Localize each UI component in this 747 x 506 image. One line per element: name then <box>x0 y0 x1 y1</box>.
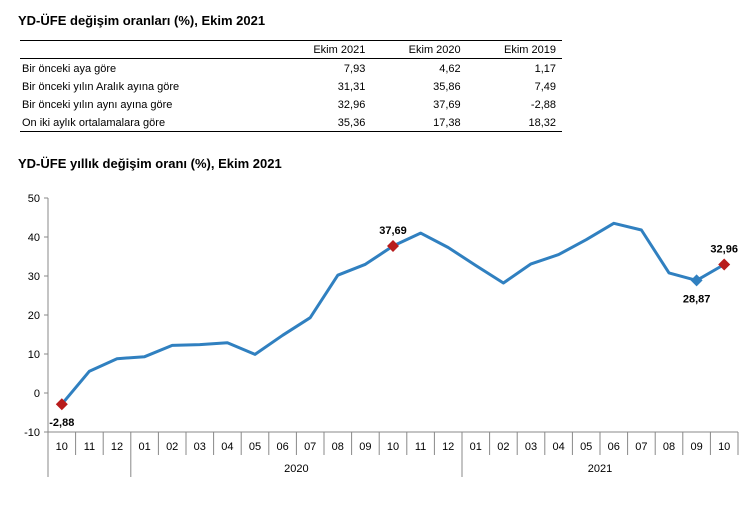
year-label: 2020 <box>284 463 308 475</box>
y-tick-label: 0 <box>34 388 40 400</box>
table-cell: 7,93 <box>343 62 366 75</box>
x-tick-label: 04 <box>552 441 564 453</box>
row-label: Bir önceki aya göre <box>22 62 117 75</box>
data-label: 32,96 <box>710 243 738 255</box>
x-tick-label: 04 <box>221 441 233 453</box>
table-cell: 18,32 <box>466 113 562 132</box>
x-tick-label: 10 <box>387 441 399 453</box>
x-tick-label: 09 <box>690 441 702 453</box>
header-cell <box>20 40 276 59</box>
y-tick-label: 50 <box>28 193 40 205</box>
x-tick-label: 10 <box>56 441 68 453</box>
x-tick-label: 12 <box>442 441 454 453</box>
x-tick-label: 06 <box>276 441 288 453</box>
y-tick-label: 20 <box>28 310 40 322</box>
table-cell: 31,31 <box>337 80 366 93</box>
header-cell: Ekim 2019 <box>466 40 562 59</box>
x-tick-label: 11 <box>415 441 426 453</box>
x-tick-label: 01 <box>138 441 150 453</box>
x-tick-label: 07 <box>304 441 316 453</box>
table-cell: 32,96 <box>337 98 366 111</box>
table-cell: 4,62 <box>439 62 461 75</box>
table-row: On iki aylık ortalamalara göre 35,36 17,… <box>20 113 562 132</box>
table-cell: 1,17 <box>534 62 556 75</box>
table-cell: -2,88 <box>530 98 556 111</box>
header-cell: Ekim 2021 <box>276 40 372 59</box>
data-label: -2,88 <box>49 417 74 429</box>
y-tick-label: -10 <box>24 427 40 439</box>
row-label: Bir önceki yılın Aralık ayına göre <box>22 80 180 93</box>
year-label: 2021 <box>588 463 612 475</box>
table-row: Bir önceki yılın Aralık ayına göre 31,31… <box>20 77 562 95</box>
y-tick-label: 10 <box>28 349 40 361</box>
x-tick-label: 01 <box>470 441 482 453</box>
x-tick-label: 08 <box>663 441 675 453</box>
x-tick-label: 03 <box>525 441 537 453</box>
x-tick-label: 03 <box>194 441 206 453</box>
table-row: Bir önceki aya göre 7,93 4,62 1,17 <box>20 59 562 78</box>
data-label: 37,69 <box>379 225 407 237</box>
data-label: 28,87 <box>683 293 711 305</box>
y-tick-label: 40 <box>28 232 40 244</box>
table-title: YD-ÜFE değişim oranları (%), Ekim 2021 <box>18 13 266 28</box>
table-row: Bir önceki yılın aynı ayına göre 32,96 3… <box>20 95 562 113</box>
table-cell: 17,38 <box>371 113 467 132</box>
row-label: On iki aylık ortalamalara göre <box>20 113 276 132</box>
x-tick-label: 08 <box>332 441 344 453</box>
x-tick-label: 12 <box>111 441 123 453</box>
table-header-row: Ekim 2021 Ekim 2020 Ekim 2019 <box>20 40 562 59</box>
table-cell: 35,36 <box>276 113 372 132</box>
table-cell: 35,86 <box>433 80 461 93</box>
chart-title: YD-ÜFE yıllık değişim oranı (%), Ekim 20… <box>18 156 282 171</box>
chart-markers: -2,88 37,69 28,87 32,96 <box>49 225 738 429</box>
table-cell: 37,69 <box>433 98 461 111</box>
x-tick-label: 02 <box>497 441 509 453</box>
data-point-marker <box>55 398 68 411</box>
x-tick-label: 02 <box>166 441 178 453</box>
x-tick-label: 11 <box>84 441 95 453</box>
data-point-marker <box>387 240 399 253</box>
stats-table: Ekim 2021 Ekim 2020 Ekim 2019 Bir önceki… <box>20 40 562 132</box>
x-tick-label: 07 <box>635 441 647 453</box>
x-tick-label: 06 <box>608 441 620 453</box>
data-point-marker <box>690 274 703 287</box>
x-tick-label: 10 <box>718 441 730 453</box>
x-tick-label: 09 <box>359 441 371 453</box>
x-tick-label: 05 <box>580 441 592 453</box>
header-cell: Ekim 2020 <box>371 40 467 59</box>
table-cell: 7,49 <box>534 80 556 93</box>
data-point-marker <box>718 258 731 271</box>
row-label: Bir önceki yılın aynı ayına göre <box>22 98 173 111</box>
y-tick-label: 30 <box>28 271 40 283</box>
x-tick-label: 05 <box>249 441 261 453</box>
